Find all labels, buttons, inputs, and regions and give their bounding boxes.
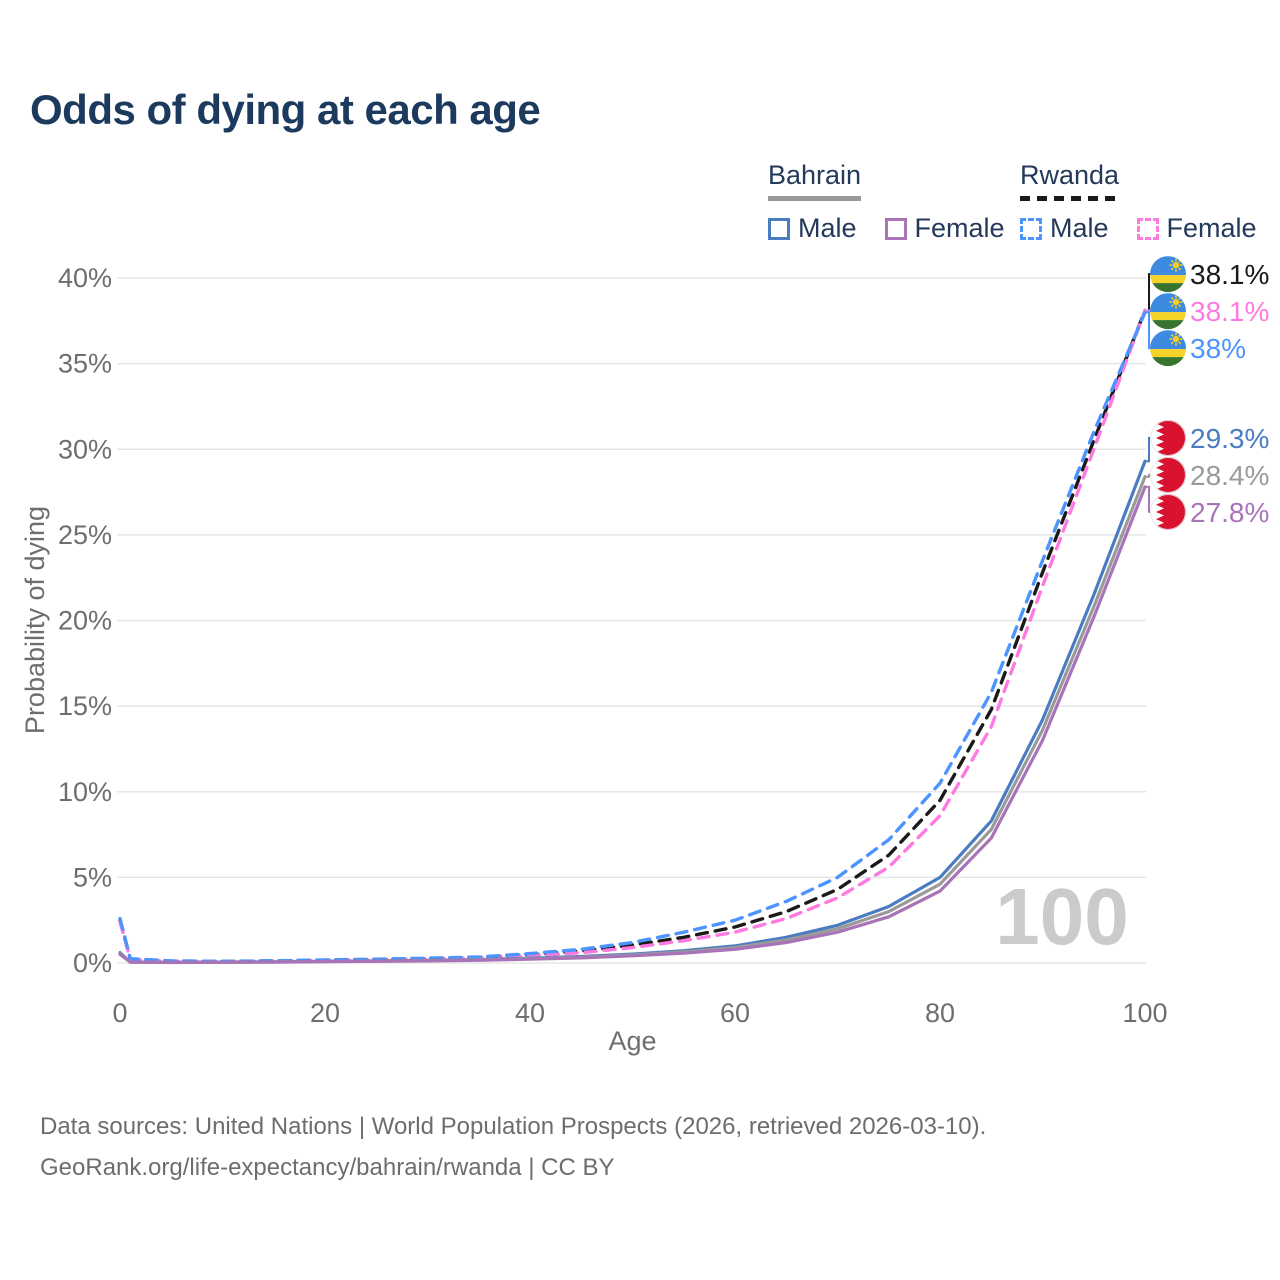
legend-item-bahrain-male[interactable]: Male xyxy=(768,213,857,244)
y-tick-label: 35% xyxy=(58,349,112,379)
y-tick-label: 40% xyxy=(58,263,112,293)
x-tick-label: 0 xyxy=(112,998,127,1028)
legend-item-rwanda-male[interactable]: Male xyxy=(1020,213,1109,244)
end-label-leader xyxy=(1145,473,1150,478)
legend-item-rwanda-female[interactable]: Female xyxy=(1136,213,1257,244)
legend-country-rwanda: Rwanda xyxy=(1020,160,1120,201)
legend-item-label: Male xyxy=(798,213,857,243)
end-label-leader xyxy=(1145,485,1150,513)
legend-group-rwanda: Rwanda Male Female xyxy=(1020,160,1257,244)
bahrain-flag-icon xyxy=(1150,493,1186,530)
end-value-label-bahrain-both-sexes: 28.4% xyxy=(1190,460,1269,491)
end-value-label-bahrain-female: 27.8% xyxy=(1190,497,1269,528)
footer-sources: Data sources: United Nations | World Pop… xyxy=(40,1113,987,1140)
end-label-leader xyxy=(1145,309,1150,313)
y-tick-label: 30% xyxy=(58,434,112,464)
x-tick-label: 60 xyxy=(720,998,750,1028)
bahrain-female-swatch-icon xyxy=(884,217,907,240)
legend-group-bahrain: Bahrain Male Female xyxy=(768,160,1005,244)
end-value-label-bahrain-male: 29.3% xyxy=(1190,423,1269,454)
end-label-leader xyxy=(1145,273,1150,312)
chart-footer: Data sources: United Nations | World Pop… xyxy=(40,1106,986,1188)
series-line-rwanda-female[interactable] xyxy=(118,308,1147,964)
y-tick-label: 25% xyxy=(58,520,112,550)
series-line-rwanda-male[interactable] xyxy=(118,310,1147,963)
rwanda-flag-icon xyxy=(1150,293,1186,330)
rwanda-female-swatch-icon xyxy=(1136,217,1159,240)
bahrain-flag-icon xyxy=(1150,419,1186,456)
series-line-bahrain-both-sexes[interactable] xyxy=(118,475,1147,964)
chart-canvas: 0% 5% 10% 15% 20% 25% 30% 35% 40% 100 0 20 40 60 80 100… xyxy=(20,256,1269,1056)
end-label-leader xyxy=(1145,311,1150,350)
legend-item-label: Female xyxy=(1166,213,1257,243)
x-tick-label: 40 xyxy=(515,998,545,1028)
end-value-label-rwanda-male: 38% xyxy=(1190,333,1246,364)
y-tick-label: 10% xyxy=(58,777,112,807)
footer-link: GeoRank.org/life-expectancy/bahrain/rwan… xyxy=(40,1154,615,1181)
legend-country-bahrain: Bahrain xyxy=(768,160,862,201)
x-tick-label: 80 xyxy=(925,998,955,1028)
end-value-label-rwanda-female: 38.1% xyxy=(1190,296,1269,327)
rwanda-dashed-line-icon xyxy=(1020,196,1120,201)
legend-item-bahrain-female[interactable]: Female xyxy=(884,213,1005,244)
end-value-label-rwanda-both-sexes: 38.1% xyxy=(1190,259,1269,290)
y-tick-label: 15% xyxy=(58,691,112,721)
series-line-bahrain-female[interactable] xyxy=(118,485,1147,965)
page-title: Odds of dying at each age xyxy=(30,86,541,133)
legend-item-label: Male xyxy=(1050,213,1109,243)
y-tick-label: 0% xyxy=(73,948,112,978)
end-label-leader xyxy=(1145,436,1150,463)
x-tick-label: 20 xyxy=(310,998,340,1028)
rwanda-flag-icon xyxy=(1150,256,1186,293)
series-line-rwanda-both-sexes[interactable] xyxy=(118,308,1147,964)
y-tick-label: 5% xyxy=(73,862,112,892)
watermark-age-100: 100 xyxy=(995,872,1128,961)
legend-country-bahrain-label: Bahrain xyxy=(768,160,862,190)
legend-country-rwanda-label: Rwanda xyxy=(1020,160,1120,190)
rwanda-flag-icon xyxy=(1150,330,1186,367)
x-axis-title: Age xyxy=(608,1026,656,1056)
y-axis-title: Probability of dying xyxy=(20,506,50,734)
bahrain-solid-line-icon xyxy=(768,196,862,201)
rwanda-male-swatch-icon xyxy=(1020,217,1042,240)
bahrain-flag-icon xyxy=(1150,456,1186,493)
legend-item-label: Female xyxy=(914,213,1005,243)
x-tick-label: 100 xyxy=(1122,998,1167,1028)
bahrain-male-swatch-icon xyxy=(768,217,790,240)
y-tick-label: 20% xyxy=(58,606,112,636)
